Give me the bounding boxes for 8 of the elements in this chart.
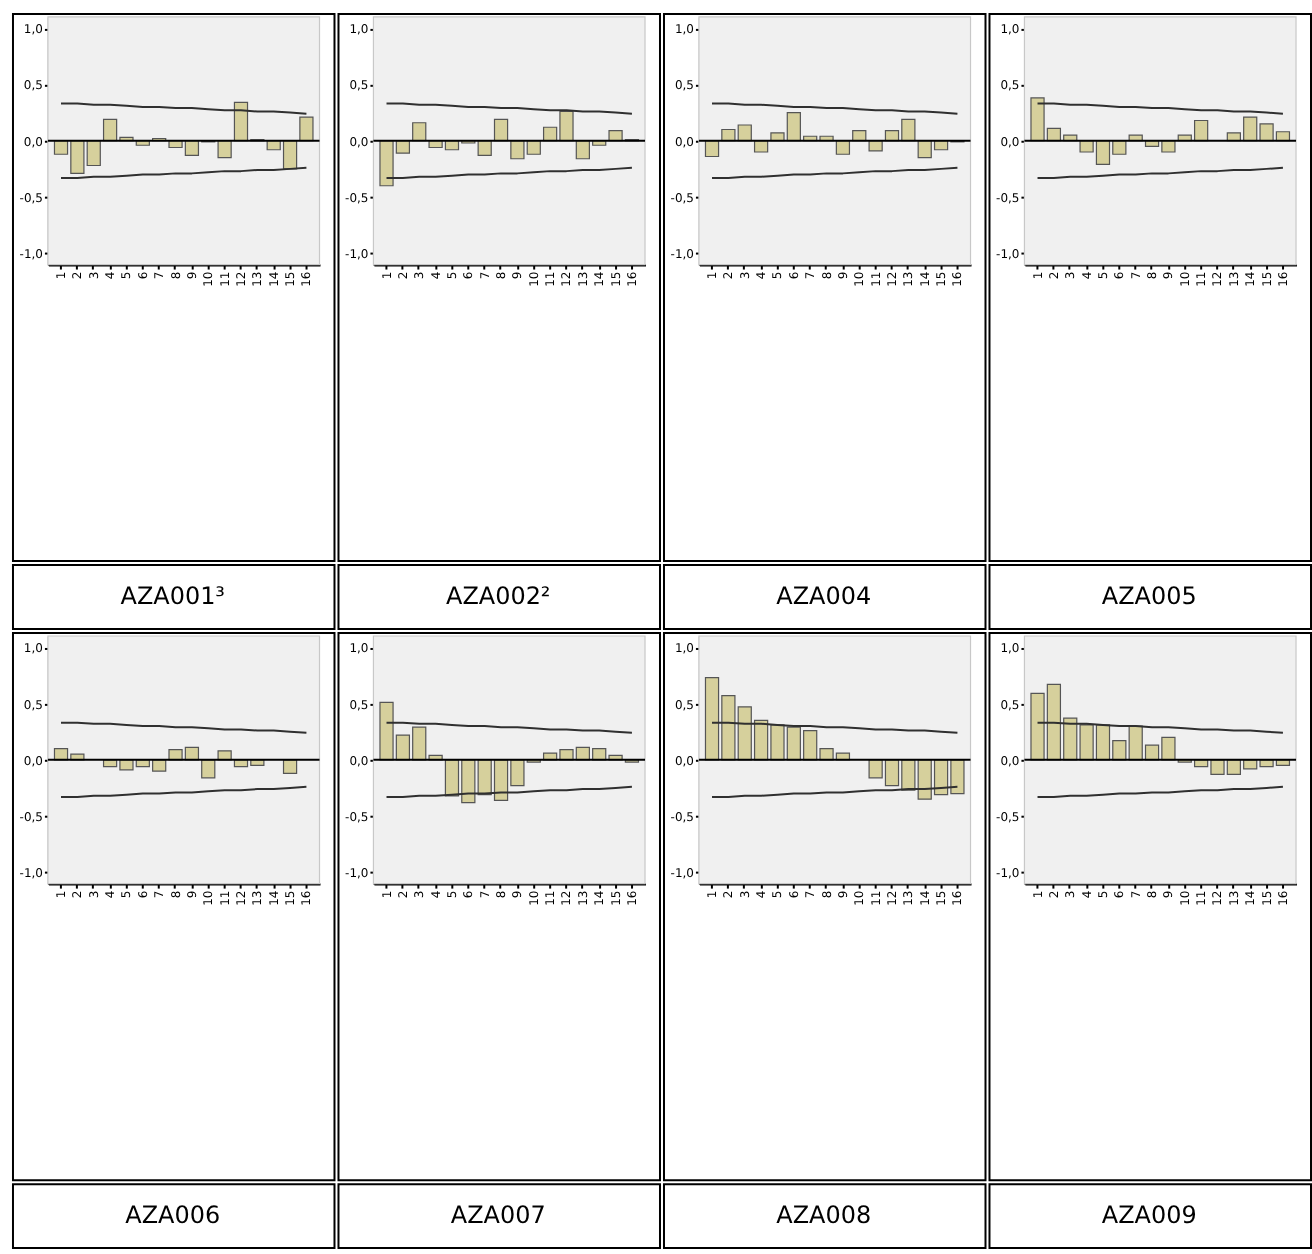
text: AZA004	[776, 582, 872, 611]
text: AZA006	[125, 1201, 221, 1230]
text: AZA005	[1101, 582, 1197, 611]
text: AZA009	[1101, 1201, 1197, 1230]
text: AZA002²	[446, 582, 551, 611]
text: AZA001³	[120, 582, 226, 611]
text: AZA007	[450, 1201, 546, 1230]
text: AZA008	[776, 1201, 872, 1230]
